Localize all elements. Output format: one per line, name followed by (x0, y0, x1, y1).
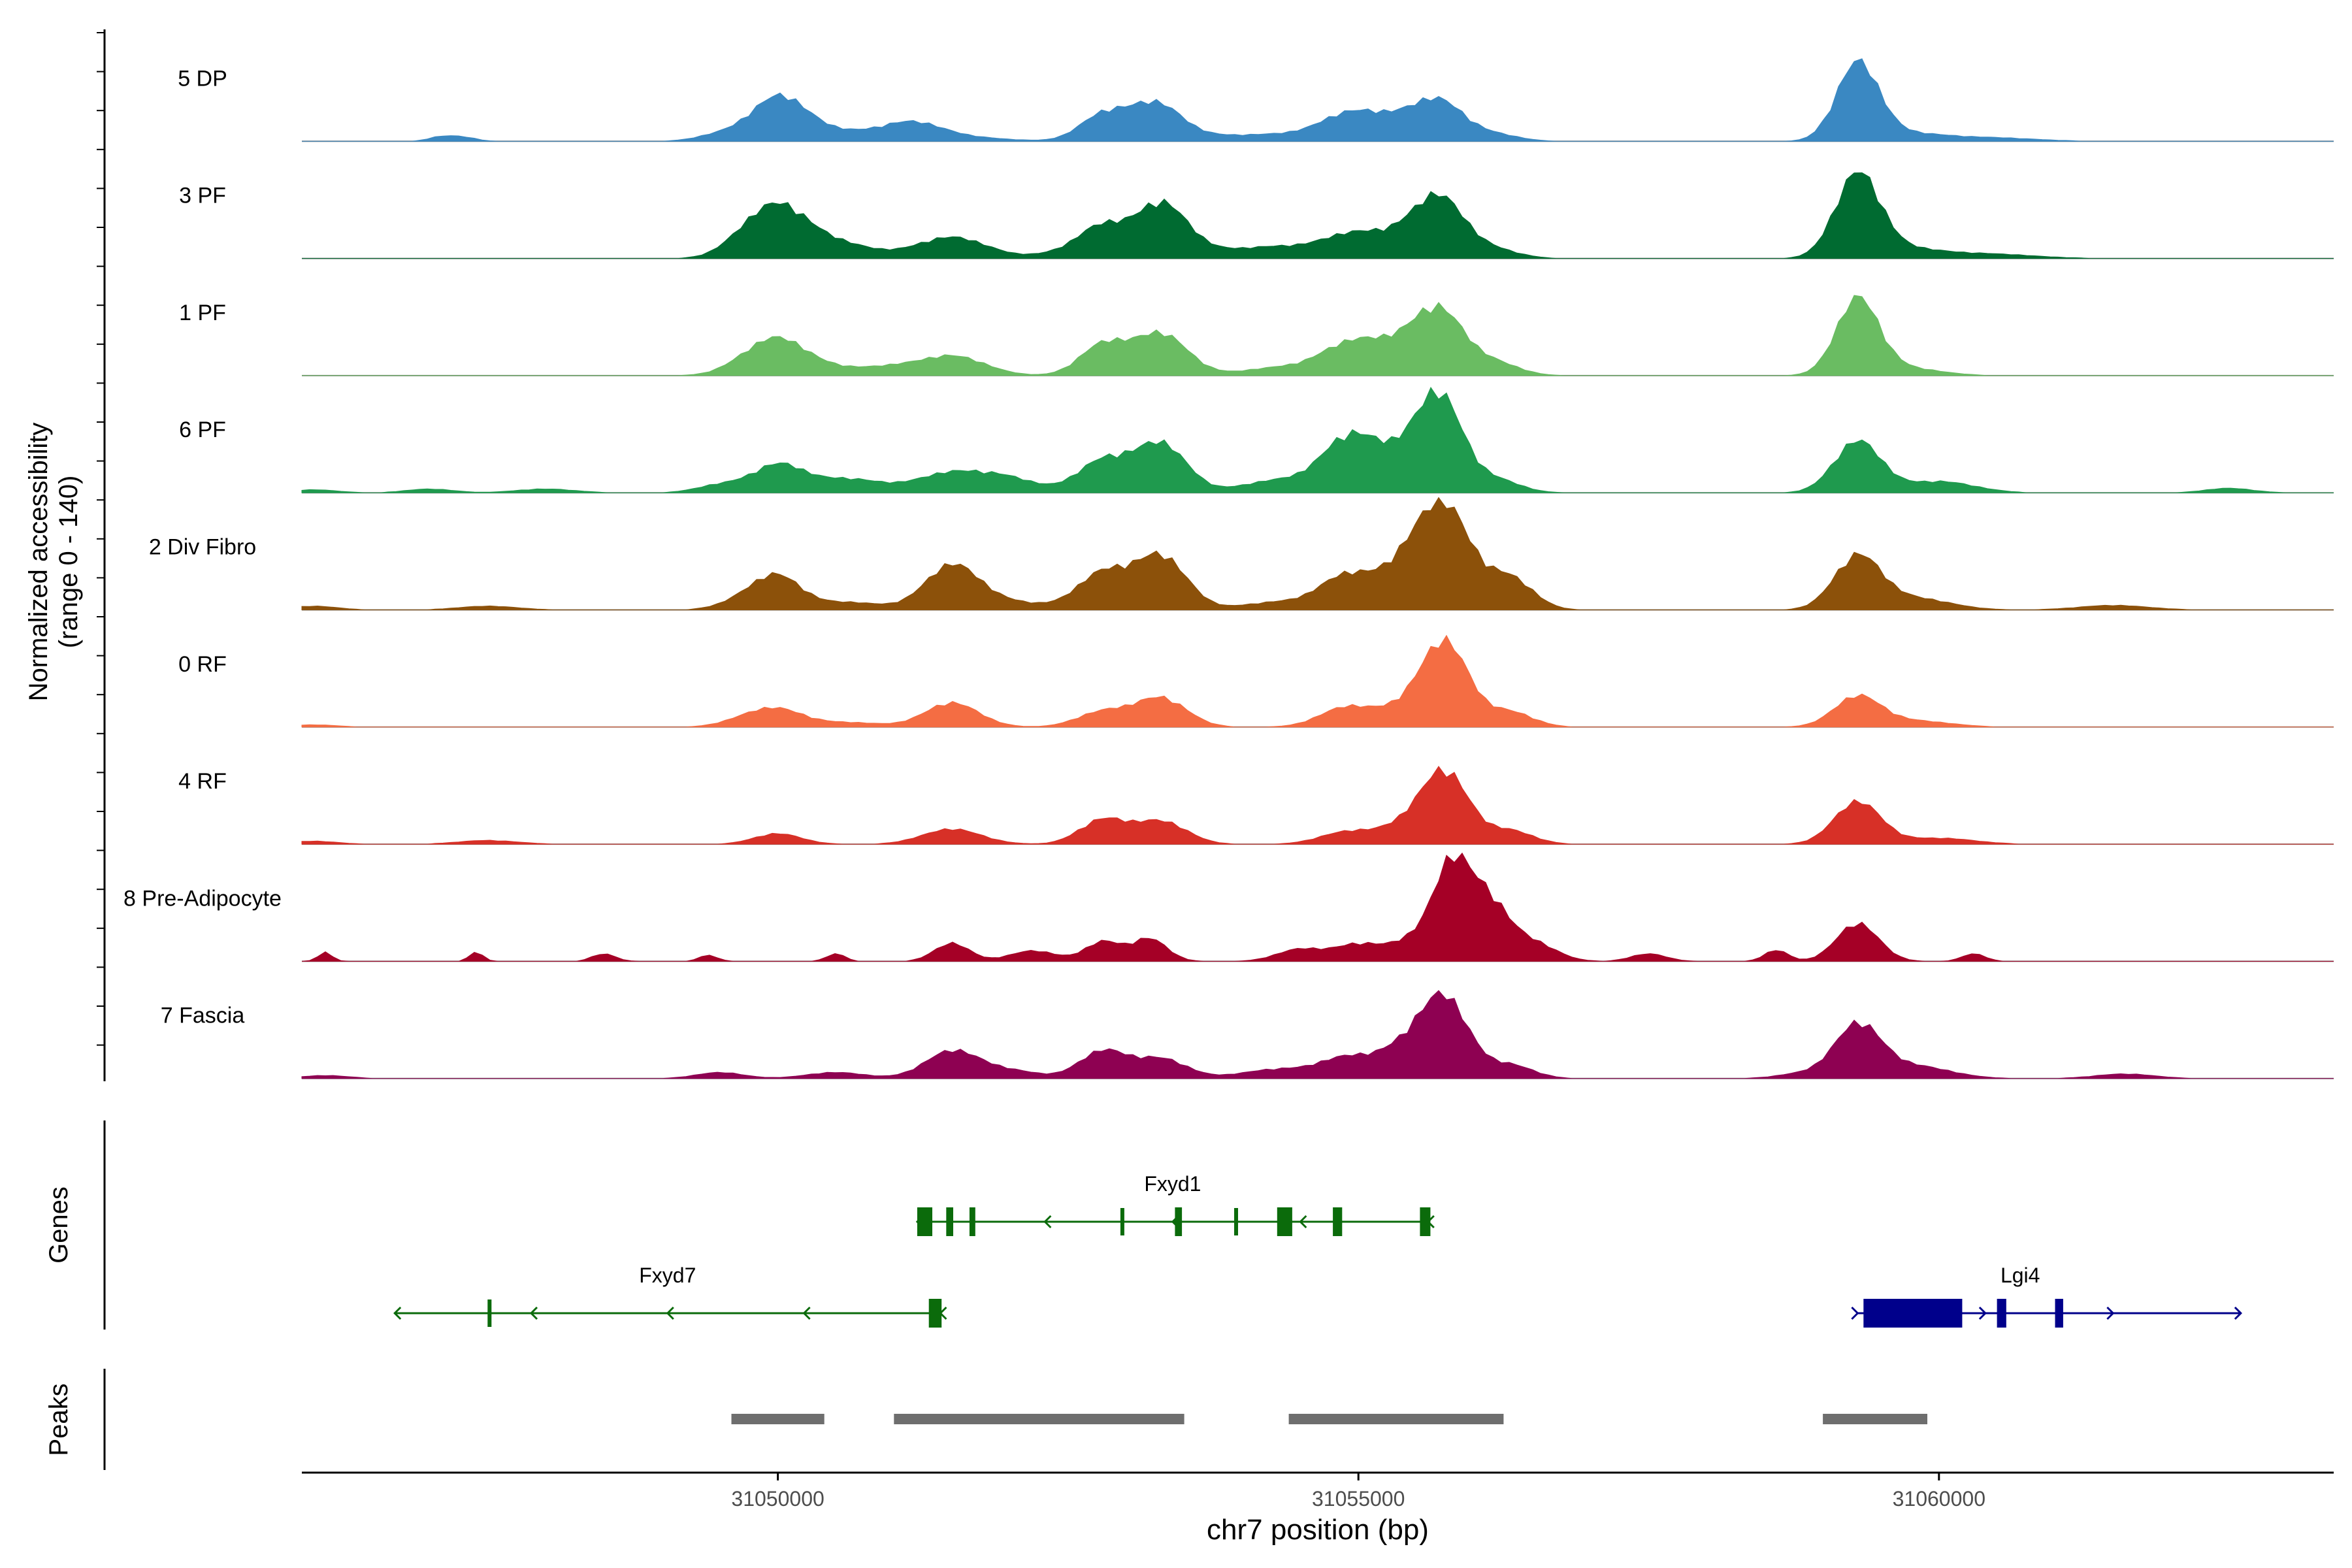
strand-arrow (393, 1306, 402, 1320)
strand-arrow (1043, 1215, 1052, 1229)
exon (1420, 1207, 1431, 1236)
track-6: 0 RF (178, 634, 2334, 728)
peak-region (1823, 1414, 1927, 1424)
track-label: 7 Fascia (161, 1004, 245, 1028)
track-1: 5 DP (178, 58, 2334, 142)
coverage-area (302, 172, 2334, 259)
track-9: 7 Fascia (161, 990, 2334, 1079)
exon (487, 1299, 492, 1327)
coverage-axis-ticks (97, 32, 105, 1046)
exon (969, 1207, 975, 1236)
track-label: 8 Pre-Adipocyte (123, 886, 282, 911)
genes-track: Fxyd1 Fxyd7 Lgi4 (393, 1172, 2242, 1328)
coverage-area (301, 497, 2334, 610)
strand-arrow (802, 1306, 811, 1320)
peaks-track (731, 1414, 1927, 1424)
strand-arrow (2234, 1306, 2242, 1320)
exon (2055, 1299, 2063, 1328)
track-label: 1 PF (179, 301, 226, 325)
track-3: 1 PF (179, 295, 2334, 376)
strand-arrow (2106, 1306, 2115, 1320)
track-8: 8 Pre-Adipocyte (123, 852, 2334, 962)
track-label: 5 DP (178, 66, 227, 91)
gene-label: Fxyd1 (1144, 1172, 1201, 1196)
exon (1175, 1207, 1183, 1236)
strand-arrow (666, 1306, 674, 1320)
coverage-area (302, 58, 2334, 142)
track-4: 6 PF (179, 386, 2334, 494)
strand-arrow (529, 1306, 538, 1320)
y-axis-range-label: (range 0 - 140) (54, 476, 83, 649)
coverage-area (301, 634, 2334, 728)
peak-region (731, 1414, 825, 1424)
x-axis-label: chr7 position (bp) (1207, 1514, 1429, 1546)
coverage-area (301, 852, 2334, 962)
track-label: 4 RF (178, 769, 227, 794)
exon (917, 1207, 932, 1236)
exon (1333, 1207, 1343, 1236)
peaks-panel-label: Peaks (44, 1383, 73, 1456)
strand-arrow (1978, 1306, 1987, 1320)
exon (928, 1299, 942, 1328)
gene-label: Fxyd7 (639, 1264, 696, 1287)
exon (1863, 1299, 1963, 1328)
track-label: 0 RF (178, 652, 227, 677)
track-7: 4 RF (178, 766, 2334, 845)
x-tick-label: 31060000 (1893, 1487, 1985, 1511)
peak-region (1288, 1414, 1504, 1424)
coverage-area (302, 295, 2334, 376)
strand-arrow (1851, 1306, 1859, 1320)
coverage-area (301, 766, 2334, 845)
track-5: 2 Div Fibro (149, 497, 2334, 611)
x-axis-ticks: 31050000 31055000 31060000 (731, 1473, 1985, 1511)
gene-label: Lgi4 (2001, 1264, 2040, 1287)
gene-fxyd1: Fxyd1 (915, 1172, 1435, 1236)
genes-panel-label: Genes (44, 1186, 73, 1264)
exon (1277, 1207, 1292, 1236)
gene-lgi4: Lgi4 (1851, 1264, 2242, 1328)
coverage-tracks: 5 DP 3 PF 1 PF 6 PF 2 Div Fibro 0 RF 4 RF 8 Pre… (123, 58, 2334, 1079)
coverage-area (301, 386, 2334, 493)
exon (1234, 1208, 1238, 1235)
track-label: 2 Div Fibro (149, 535, 256, 560)
exon (946, 1207, 953, 1236)
gene-fxyd7: Fxyd7 (393, 1264, 947, 1328)
exon (1120, 1208, 1124, 1235)
strand-arrow (1299, 1215, 1307, 1229)
x-tick-label: 31050000 (731, 1487, 824, 1511)
coverage-area (301, 990, 2334, 1079)
peak-region (894, 1414, 1184, 1424)
x-tick-label: 31055000 (1312, 1487, 1405, 1511)
exon (1997, 1299, 2006, 1328)
y-axis-label: Normalized accessibility (24, 423, 53, 702)
track-2: 3 PF (179, 172, 2334, 259)
track-label: 3 PF (179, 184, 226, 208)
track-label: 6 PF (179, 417, 226, 442)
